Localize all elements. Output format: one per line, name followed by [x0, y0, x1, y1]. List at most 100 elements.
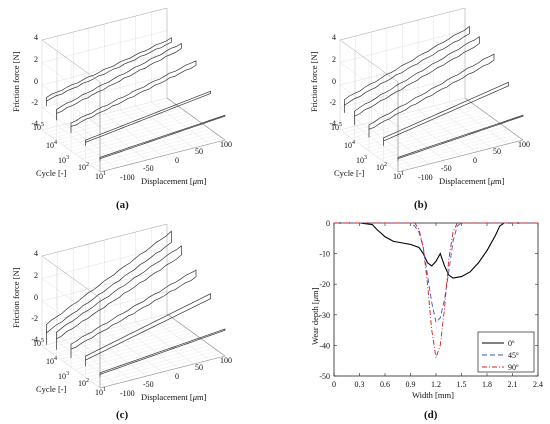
- panel-label: (d): [424, 409, 438, 421]
- y-tick: 105: [33, 338, 44, 348]
- x-tick: 0: [473, 156, 477, 165]
- z-tick: -4: [31, 335, 38, 344]
- z-tick: 0: [34, 293, 38, 302]
- grid-line: [74, 337, 200, 370]
- y-tick: 104: [46, 356, 57, 366]
- x-tick: 100: [518, 140, 530, 149]
- grid-line: [85, 129, 211, 162]
- y-tick-label: -50: [319, 372, 330, 381]
- grid-line: [41, 30, 168, 63]
- y-axis-label: Cycle [-]: [334, 168, 365, 178]
- grid-line: [56, 324, 182, 357]
- y-tick: 101: [393, 171, 404, 181]
- grid-line: [387, 131, 513, 165]
- y-tick-label: -30: [319, 311, 330, 320]
- grid-line: [41, 268, 168, 302]
- y-tick: 101: [95, 171, 106, 181]
- grid-line: [339, 75, 466, 108]
- z-tick: 4: [332, 33, 336, 42]
- legend-label: 0º: [508, 339, 515, 348]
- grid-line: [52, 105, 178, 139]
- grid-line: [60, 326, 186, 360]
- x-tick-label: 0.9: [406, 380, 416, 389]
- x-tick-label: 2.1: [508, 380, 518, 389]
- x-axis-label: Displacement [μm]: [141, 392, 207, 402]
- series-line: [334, 222, 538, 324]
- x-tick: 0: [175, 372, 179, 381]
- grid-line: [63, 329, 189, 362]
- z-tick: 4: [34, 33, 38, 42]
- x-tick-label: 0.6: [380, 380, 390, 389]
- y-tick-label: -20: [319, 280, 330, 289]
- x-tick: 50: [195, 363, 203, 372]
- axis-edge: [41, 255, 101, 299]
- z-axis-label: Friction force [N]: [11, 267, 21, 328]
- grid-line: [379, 126, 505, 160]
- grid-line: [339, 97, 466, 131]
- friction-loop: [85, 90, 211, 146]
- friction-loop: [85, 293, 211, 367]
- grid-line: [49, 319, 175, 352]
- grid-line: [350, 105, 476, 139]
- friction-loop: [354, 36, 480, 125]
- panel-d-wear-profile: 0 0.3 0.6 0.9 1.2 1.5 1.8 2.1 2.4 0 -10 -20 -30 -40 -5…: [310, 219, 543, 421]
- axis-edge: [41, 223, 168, 257]
- grid-line: [347, 103, 473, 136]
- friction-loop: [56, 245, 182, 350]
- grid-line: [92, 350, 218, 383]
- y-tick-label: -10: [319, 250, 330, 259]
- x-tick-label: 0: [332, 380, 336, 389]
- z-tick: 0: [34, 77, 38, 86]
- axis-edge: [464, 97, 524, 141]
- y-axis-label: Wear depth [μm]: [310, 287, 320, 345]
- y-tick: 101: [95, 387, 106, 397]
- grid-line: [365, 116, 491, 149]
- x-tick: -50: [441, 164, 452, 173]
- x-axis-label: Displacement [μm]: [141, 176, 207, 186]
- x-tick: 100: [220, 356, 232, 365]
- x-tick: -50: [143, 380, 154, 389]
- x-tick: 50: [195, 147, 203, 156]
- axis-edge: [339, 39, 399, 83]
- x-tick-label: 0.3: [355, 380, 365, 389]
- grid-line: [339, 30, 466, 63]
- y-tick: 102: [376, 162, 387, 172]
- x-tick: -100: [418, 173, 433, 182]
- grid-line: [70, 334, 197, 368]
- grid-line: [41, 62, 101, 105]
- axis-edge: [41, 39, 101, 83]
- y-tick: 102: [78, 378, 89, 388]
- friction-loop: [46, 37, 172, 107]
- panel-b-3d-plot: 4 2 0 -2 -4 Friction force [N] 105 104 1…: [309, 7, 530, 211]
- grid-line: [358, 110, 484, 144]
- grid-line: [78, 340, 204, 373]
- z-tick: 2: [34, 271, 38, 280]
- y-axis-label: Cycle [-]: [36, 384, 67, 394]
- z-tick: 0: [332, 77, 336, 86]
- friction-loop: [99, 114, 226, 161]
- friction-loop: [344, 25, 470, 113]
- grid-line: [92, 134, 218, 167]
- y-tick: 103: [58, 371, 69, 381]
- panel-c-3d-plot: 4 2 0 -2 -4 Friction force [N] 105 104 1…: [11, 223, 232, 421]
- x-axis-label: Width [mm]: [412, 390, 454, 400]
- x-tick: 50: [493, 147, 501, 156]
- z-tick: -2: [31, 314, 38, 323]
- grid-line: [339, 84, 399, 128]
- grid-line: [45, 100, 171, 133]
- series-line: [334, 222, 538, 358]
- legend-label: 90º: [508, 363, 519, 372]
- grid-line: [390, 134, 516, 167]
- grid-line: [70, 118, 197, 152]
- grid-line: [383, 129, 509, 162]
- grid-line: [52, 321, 178, 355]
- grid-line: [339, 52, 466, 86]
- y-tick: 102: [78, 162, 89, 172]
- z-tick: -4: [329, 119, 336, 128]
- grid-line: [89, 131, 215, 165]
- legend-label: 45º: [508, 351, 519, 360]
- x-tick-label: 2.4: [533, 380, 543, 389]
- grid-line: [343, 100, 469, 133]
- panel-label: (b): [414, 199, 428, 211]
- friction-loop: [46, 230, 172, 345]
